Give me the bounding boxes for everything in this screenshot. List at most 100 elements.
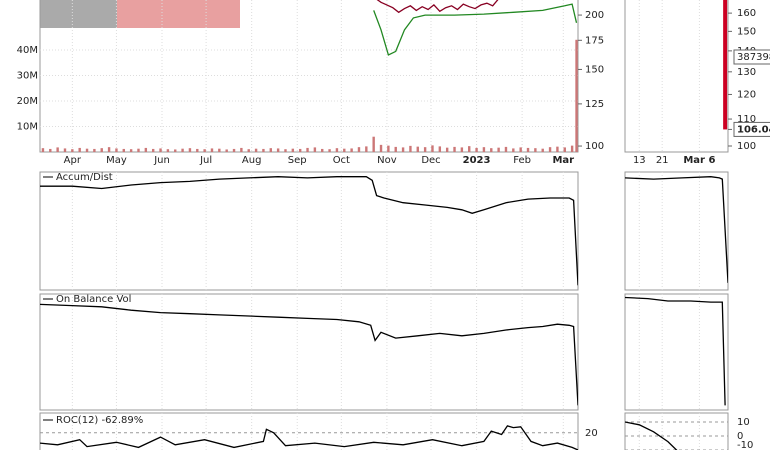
roc-tick-label: 0 [737, 431, 743, 442]
volume-bar [107, 147, 111, 152]
price-tick-label: 120 [737, 89, 756, 100]
volume-bar [93, 148, 96, 152]
x-tick-label: Dec [421, 155, 440, 166]
line [376, 0, 499, 14]
volume-bar [534, 148, 537, 152]
volume-bar [328, 149, 331, 152]
plot-area [625, 413, 728, 450]
volume-tick-label: 20M [17, 96, 38, 107]
volume-bar [122, 148, 125, 152]
volume-bar [291, 148, 295, 152]
volume-bar [196, 148, 199, 152]
volume-bar [468, 146, 471, 152]
plot-area [638, 0, 728, 152]
roc-tick-label: 20 [585, 428, 598, 439]
volume-bar [321, 148, 324, 152]
volume-bar [203, 149, 206, 152]
volume-bar [575, 39, 578, 152]
candle [723, 0, 728, 130]
volume-tick-label: 10M [17, 121, 38, 132]
volume-bar [409, 145, 412, 152]
volume-bar [431, 145, 434, 152]
price-tick-label: 100 [737, 141, 756, 152]
volume-bar [460, 147, 464, 152]
volume-bar [438, 146, 442, 152]
volume-bar [298, 148, 302, 152]
volume-bar [490, 148, 493, 152]
price-tick-label: 125 [585, 99, 604, 110]
volume-bar [556, 146, 559, 152]
volume-bar [218, 148, 221, 152]
volume-bar [445, 147, 449, 152]
volume-bar [225, 149, 228, 152]
x-tick-label: Jun [153, 155, 170, 166]
x-tick-label: 21 [656, 155, 669, 166]
panel-title: On Balance Vol [56, 294, 131, 305]
volume-bar [563, 147, 566, 152]
volume-bar [210, 148, 214, 152]
volume-bar [115, 148, 118, 152]
plot-area [40, 172, 578, 290]
volume-bar [379, 144, 383, 152]
last-price: 106.04 [737, 124, 770, 135]
volume-bar [519, 147, 522, 152]
volume-bar [188, 148, 192, 152]
x-tick-label: Mar 6 [683, 155, 715, 166]
line [373, 3, 578, 56]
x-tick-label: Mar [552, 155, 574, 166]
price-tick-label: 110 [737, 114, 756, 125]
volume-bar [159, 148, 162, 152]
volume-bar [475, 147, 478, 152]
volume-bar [453, 146, 456, 152]
price-tick-label: 100 [585, 141, 604, 152]
plot-area [40, 294, 578, 410]
roc-tick-label: 10 [737, 417, 750, 428]
volume-bar [482, 147, 486, 152]
x-tick-label: Aug [242, 155, 262, 166]
line [625, 296, 726, 406]
volume-bar [63, 148, 67, 152]
volume-bar [416, 146, 419, 152]
legend-swatch [117, 0, 240, 28]
volume-bar [365, 146, 368, 152]
volume-bar [497, 147, 500, 152]
volume-bar [129, 149, 133, 152]
price-tick-label: 130 [737, 67, 756, 78]
volume-bar [541, 148, 544, 152]
volume-bar [387, 145, 390, 152]
panel-title: Accum/Dist [56, 172, 113, 183]
volume-bar [313, 147, 317, 152]
x-tick-label: Oct [333, 155, 350, 166]
price-tick-label: 150 [585, 64, 604, 75]
value-box [733, 121, 770, 137]
x-tick-label: Jul [199, 155, 212, 166]
volume-bar [276, 148, 280, 152]
plot-area [625, 294, 726, 410]
volume-bar [151, 148, 155, 152]
value-box [733, 49, 770, 65]
price-tick-label: 150 [737, 26, 756, 37]
line [40, 425, 578, 450]
volume-bar [372, 136, 375, 152]
x-tick-label: Nov [377, 155, 397, 166]
volume-bar [284, 149, 287, 152]
volume-bar [49, 148, 52, 152]
volume-bar [526, 147, 530, 152]
price-tick-label: 160 [737, 8, 756, 19]
volume-bar [85, 148, 89, 152]
volume-tick-label: 30M [17, 70, 38, 81]
plot-area [625, 172, 728, 290]
volume-bar [357, 147, 361, 152]
line [625, 176, 728, 283]
line [40, 303, 578, 406]
legend-swatch [40, 0, 117, 28]
volume-bar [232, 148, 236, 152]
volume-bar [181, 148, 184, 152]
volume-bar [137, 148, 140, 152]
volume-bar [401, 147, 405, 152]
volume-bar [144, 147, 148, 152]
volume-bar [570, 145, 574, 152]
volume-bar [306, 147, 309, 152]
